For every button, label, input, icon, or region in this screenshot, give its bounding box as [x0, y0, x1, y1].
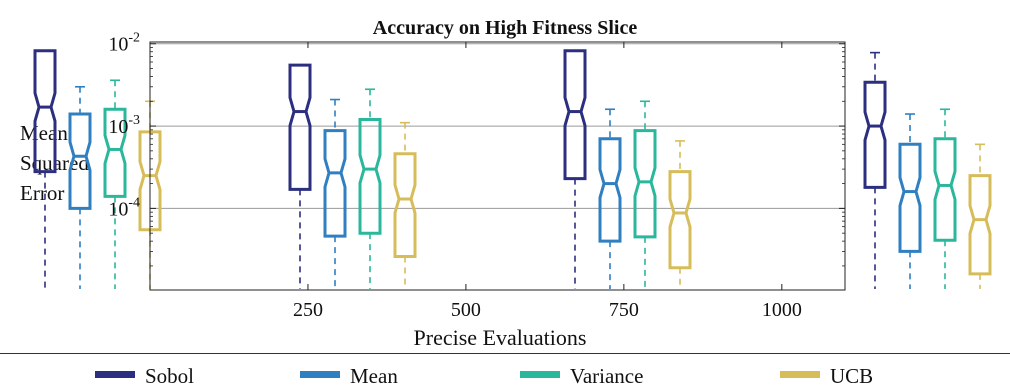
legend-label: UCB — [830, 364, 873, 388]
box-variance-150 — [103, 79, 127, 289]
legend-item-mean: Mean — [300, 364, 398, 388]
legend-swatch — [95, 371, 135, 378]
box-ucb-980 — [968, 143, 992, 289]
notched-box — [968, 174, 992, 276]
legend-swatch — [300, 371, 340, 378]
legend-label: Mean — [350, 364, 398, 388]
y-tick-label: 10-3 — [108, 113, 140, 138]
box-mean-980 — [898, 113, 922, 289]
box-mean-680 — [598, 108, 622, 289]
x-tick-label: 750 — [609, 299, 639, 321]
box-sobol-680 — [563, 49, 587, 289]
notched-box — [68, 112, 92, 210]
notched-box — [393, 152, 417, 258]
y-axis-label-line-1: Mean — [20, 121, 68, 145]
box-variance-680 — [633, 100, 657, 289]
y-tick-label: 10-2 — [108, 31, 140, 56]
notched-box — [323, 129, 347, 238]
legend-item-ucb: UCB — [780, 364, 873, 388]
notched-box — [288, 63, 312, 191]
legend-label: Sobol — [145, 364, 194, 388]
x-tick-label: 500 — [451, 299, 481, 321]
notched-box — [563, 49, 587, 181]
box-plots — [33, 49, 992, 289]
box-mean-150 — [68, 85, 92, 289]
notched-box — [33, 49, 57, 174]
legend-item-variance: Variance — [520, 364, 643, 388]
box-ucb-405 — [393, 121, 417, 289]
plot-frame — [149, 41, 846, 291]
grid-lines — [150, 43, 845, 209]
legend: Sobol Mean Variance UCB — [95, 364, 873, 388]
x-tick-label: 1000 — [762, 299, 802, 321]
y-tick-label: 10-4 — [108, 195, 140, 220]
axes: 10-2 10-3 10-4 250 500 750 1000 — [108, 31, 846, 321]
notched-box — [668, 170, 692, 270]
legend-label: Variance — [570, 364, 643, 388]
chart-title: Accuracy on High Fitness Slice — [373, 17, 638, 39]
notched-box — [598, 137, 622, 243]
legend-item-sobol: Sobol — [95, 364, 194, 388]
notched-box — [633, 129, 657, 239]
legend-swatch — [520, 371, 560, 378]
notched-box — [863, 80, 887, 189]
notched-box — [138, 130, 162, 232]
box-variance-980 — [933, 108, 957, 289]
box-variance-405 — [358, 88, 382, 289]
notched-box — [103, 107, 127, 198]
legend-swatch — [780, 371, 820, 378]
notched-box — [898, 142, 922, 253]
box-sobol-405 — [288, 63, 312, 289]
box-sobol-980 — [863, 51, 887, 289]
box-ucb-680 — [668, 140, 692, 289]
y-axis-label-line-3: Error — [20, 181, 64, 205]
notched-box — [933, 137, 957, 242]
notched-box — [358, 118, 382, 235]
x-axis-label: Precise Evaluations — [414, 325, 587, 350]
box-mean-405 — [323, 98, 347, 289]
box-sobol-150 — [33, 49, 57, 289]
x-tick-label: 250 — [293, 299, 323, 321]
